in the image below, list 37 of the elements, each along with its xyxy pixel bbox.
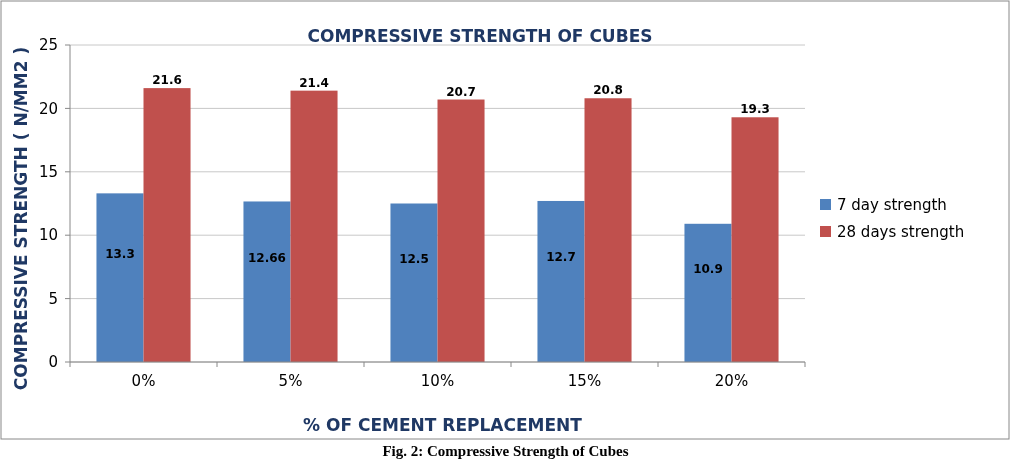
x-tick-label: 20%: [714, 372, 749, 390]
legend-label: 7 day strength: [837, 196, 947, 215]
bar: [437, 99, 485, 362]
data-label: 21.4: [299, 75, 329, 90]
data-label: 12.66: [248, 250, 286, 265]
bar: [96, 193, 144, 362]
data-label: 12.5: [399, 251, 429, 266]
y-tick-label: 10: [38, 226, 58, 245]
data-label: 21.6: [152, 73, 182, 88]
y-tick-label: 0: [48, 353, 58, 372]
data-label: 12.7: [546, 250, 576, 265]
bar: [143, 88, 191, 362]
bar: [584, 98, 632, 362]
legend-label: 28 days strength: [837, 223, 965, 242]
bar: [537, 200, 585, 362]
bar: [731, 117, 779, 362]
y-axis-title: COMPRESSIVE STRENGTH ( N/MM2 ): [11, 46, 31, 391]
bar: [684, 223, 732, 362]
x-tick-label: 10%: [420, 372, 455, 390]
x-tick-label: 0%: [131, 372, 156, 390]
data-label: 19.3: [740, 102, 770, 117]
y-tick-label: 25: [38, 36, 58, 55]
data-label: 13.3: [105, 246, 135, 261]
x-axis-title: % OF CEMENT REPLACEMENT: [303, 415, 583, 435]
caption: Fig. 2: Compressive Strength of Cubes: [382, 443, 629, 459]
y-tick-label: 15: [38, 163, 58, 182]
y-tick-label: 20: [38, 99, 58, 118]
bar: [390, 203, 438, 362]
bar: [290, 90, 338, 362]
y-tick-label: 5: [48, 289, 58, 308]
data-label: 20.7: [446, 84, 476, 99]
data-label: 20.8: [593, 83, 623, 98]
x-tick-label: 15%: [567, 372, 602, 390]
chart-title: COMPRESSIVE STRENGTH OF CUBES: [307, 26, 653, 46]
bar: [243, 201, 291, 362]
data-label: 10.9: [693, 261, 723, 276]
x-tick-label: 5%: [278, 372, 303, 390]
